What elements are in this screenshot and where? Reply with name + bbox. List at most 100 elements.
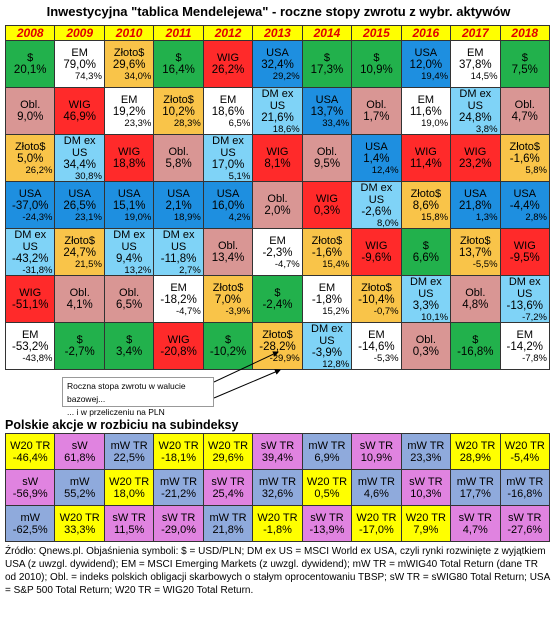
grid: 2008 2009 2010 2011 2012 2013 2014 2015 2016 2017… [5, 25, 550, 370]
return-pln: 18,9% [173, 211, 201, 223]
asset-cell: WIG 8,1% [253, 135, 303, 182]
return-pln: -3,9% [225, 305, 251, 317]
asset-label: USA [463, 187, 487, 200]
asset-cell: WIG -9,5% [500, 229, 550, 276]
return-value: 24,8% [459, 111, 492, 124]
asset-label: USA [266, 46, 289, 59]
return-pln: 26,2% [25, 164, 53, 176]
subindex-cell: sW -56,9% [6, 470, 56, 506]
return-pln: 5,1% [228, 170, 251, 182]
asset-label: EM [269, 234, 286, 247]
asset-label: EM [21, 328, 39, 341]
asset-cell: WIG 11,4% [401, 135, 452, 182]
subindex-label: mW TR [110, 439, 148, 452]
footnote: Źródło: Qnews.pl. Objaśnienia symboli: $… [5, 546, 550, 596]
asset-cell: DM ex US 34,4% 30,8% [55, 134, 105, 182]
return-value: 21,8% [459, 199, 492, 212]
year-header: 2012 [203, 26, 254, 41]
asset-cell: Złoto$ 29,6% 34,0% [104, 41, 155, 88]
asset-label: DM ex US [162, 228, 195, 253]
subindex-label: sW TR [359, 439, 394, 452]
asset-label: Złoto$ [14, 140, 46, 153]
asset-cell: $17,3% [302, 41, 353, 88]
return-value: 6,6% [412, 252, 439, 264]
asset-label: Obl. [465, 287, 486, 299]
asset-label: EM [219, 93, 237, 106]
asset-cell: USA 15,1% 19,0% [104, 182, 155, 229]
asset-cell: WIG 18,8% [104, 135, 155, 182]
asset-cell: Obl. 9,0% [6, 88, 56, 135]
return-pln: -7,8% [522, 352, 547, 364]
asset-cell: USA 21,8% 1,3% [451, 182, 501, 229]
subindex-value: 7,9% [413, 523, 439, 536]
subindex-label: W20 TR [405, 511, 446, 524]
return-value: 15,1% [112, 199, 146, 212]
return-value: 0,3% [313, 205, 341, 217]
asset-label: WIG [19, 287, 42, 299]
return-value: 3,3% [412, 299, 439, 312]
asset-label: DM ex US [113, 228, 146, 253]
subindex-value: 29,6% [212, 451, 244, 464]
subindex-label: mW TR [258, 475, 297, 488]
asset-label: WIG [414, 146, 437, 158]
asset-cell: Złoto$ -28,2% -29,9% [253, 323, 303, 370]
subindex-value: -5,4% [510, 451, 540, 464]
asset-label: Obl. [514, 99, 535, 111]
return-pln: 6,5% [228, 117, 251, 129]
asset-cell: DM ex US 21,6% 18,6% [253, 88, 303, 135]
asset-cell: EM -14,2% -7,8% [500, 323, 550, 370]
asset-cell: WIG -51,1% [6, 276, 56, 323]
subindex-label: mW TR [506, 475, 544, 488]
asset-label: $ [274, 287, 281, 299]
asset-label: Złoto$ [212, 281, 244, 294]
asset-cell: WIG -20,8% [154, 323, 204, 370]
subindex-cell: W20 TR 33,3% [55, 506, 105, 542]
subindex-value: 18,0% [113, 487, 145, 500]
asset-label: Obl. [168, 146, 189, 158]
subindex-label: W20 TR [10, 439, 51, 452]
asset-cell: Obl. 4,1% [55, 276, 105, 323]
subindex-value: 23,3% [410, 451, 442, 464]
subindex-value: 22,5% [113, 451, 145, 464]
return-pln: 34,0% [124, 70, 152, 82]
asset-cell: Obl. 6,5% [104, 276, 155, 323]
asset-label: WIG [217, 52, 240, 64]
asset-label: $ [422, 240, 429, 252]
subindex-value: -29,0% [161, 523, 197, 536]
asset-label: EM [417, 93, 435, 106]
return-value: 20,1% [13, 64, 47, 76]
return-value: 7,5% [511, 64, 538, 76]
return-pln: 3,8% [475, 123, 498, 135]
return-value: -20,8% [160, 346, 197, 358]
subindex-label: mW TR [160, 475, 198, 488]
year-header: 2008 [6, 26, 56, 41]
return-value: -14,2% [506, 340, 543, 353]
return-value: 9,5% [313, 158, 341, 170]
subindex-cell: sW TR -29,0% [154, 506, 204, 542]
return-value: -9,6% [361, 252, 392, 264]
year-header: 2014 [302, 26, 353, 41]
return-value: 37,8% [459, 58, 492, 71]
return-value: 2,0% [264, 205, 291, 217]
asset-cell: USA 32,4% 29,2% [253, 41, 303, 88]
subindex-cell: sW TR 11,5% [104, 506, 155, 542]
return-value: 4,1% [66, 299, 93, 311]
return-value: -43,2% [12, 252, 49, 265]
asset-label: WIG [365, 240, 388, 252]
subindex-label: sW [22, 475, 39, 488]
asset-label: EM [318, 281, 336, 294]
asset-cell: DM ex US -11,8% 2,7% [154, 228, 204, 276]
subindex-value: -21,2% [161, 487, 197, 500]
return-pln: 5,8% [525, 164, 547, 176]
grid: W20 TR -46,4% sW 61,8% mW TR 22,5% W20 TR -18,1… [5, 433, 550, 542]
return-pln: 2,8% [525, 211, 547, 223]
return-pln: -4,7% [274, 258, 300, 270]
return-value: 1,4% [363, 152, 390, 165]
asset-cell: DM ex US -3,9% 12,8% [302, 323, 353, 370]
return-pln: 21,5% [74, 258, 102, 270]
asset-cell: $16,4% [154, 41, 204, 88]
asset-cell: Złoto$ -1,6% 5,8% [500, 135, 550, 182]
asset-label: DM ex US [63, 134, 96, 159]
asset-cell: Złoto$ 10,2% 28,3% [154, 88, 204, 135]
